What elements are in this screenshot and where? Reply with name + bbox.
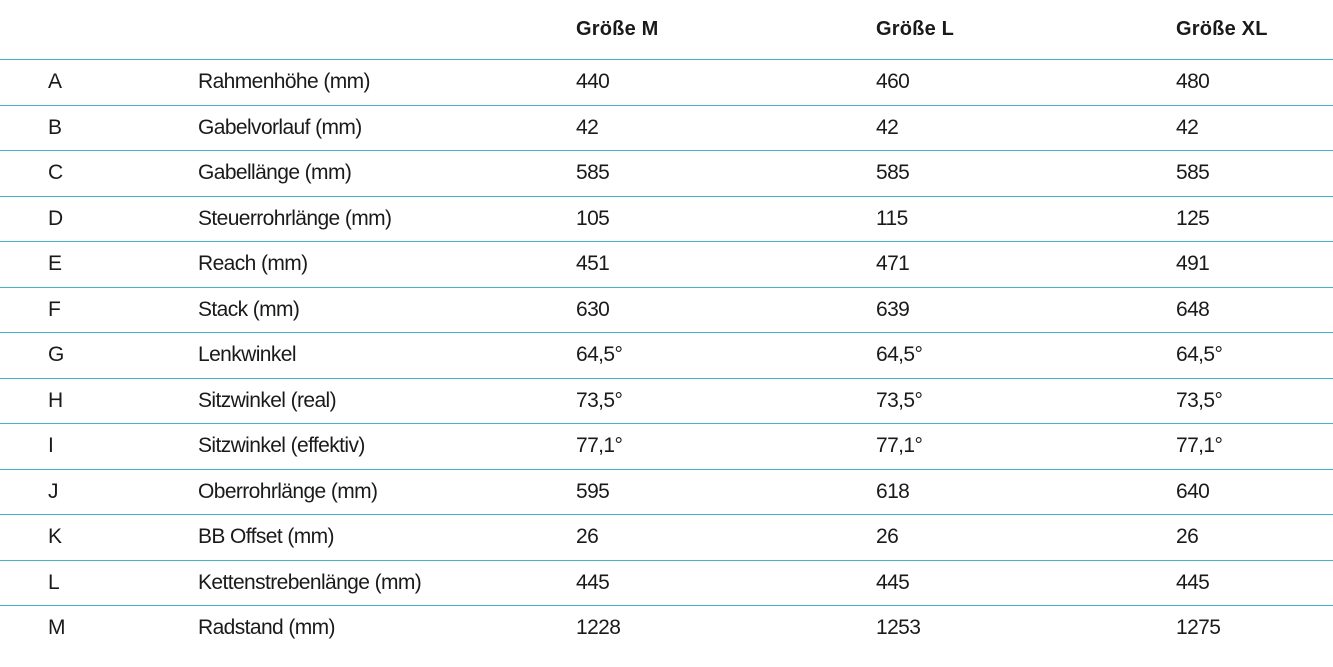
row-key-cell: B: [0, 105, 198, 151]
size-m-value: 77,1°: [576, 423, 876, 470]
table-row: A Rahmenhöhe (mm) 440 460 480: [0, 59, 1333, 106]
size-l-value: 445: [876, 560, 1176, 606]
size-m-value: 64,5°: [576, 332, 876, 379]
table-row: D Steuerrohrlänge (mm) 105 115 125: [0, 196, 1333, 242]
row-label-cell: BB Offset (mm): [198, 514, 576, 561]
size-xl-value: 491: [1176, 241, 1333, 288]
size-l-value: 64,5°: [876, 332, 1176, 379]
size-m-value: 73,5°: [576, 378, 876, 424]
size-xl-value: 64,5°: [1176, 332, 1333, 379]
size-l-value: 585: [876, 150, 1176, 197]
size-m-value: 445: [576, 560, 876, 606]
size-m-value: 630: [576, 287, 876, 333]
size-l-value: 639: [876, 287, 1176, 333]
row-key-cell: J: [0, 469, 198, 515]
size-xl-value: 585: [1176, 150, 1333, 197]
table-row: B Gabelvorlauf (mm) 42 42 42: [0, 105, 1333, 151]
table-row: M Radstand (mm) 1228 1253 1275: [0, 606, 1333, 651]
row-label-cell: Gabellänge (mm): [198, 150, 576, 197]
table-row: K BB Offset (mm) 26 26 26: [0, 514, 1333, 561]
row-key-cell: M: [48, 616, 66, 640]
size-m-value: 585: [576, 150, 876, 197]
table-row: H Sitzwinkel (real) 73,5° 73,5° 73,5°: [0, 378, 1333, 424]
table-row: I Sitzwinkel (effektiv) 77,1° 77,1° 77,1°: [0, 423, 1333, 470]
row-label-cell: Sitzwinkel (effektiv): [198, 423, 576, 470]
row-key-cell: I: [0, 423, 198, 470]
row-label-cell: Lenkwinkel: [198, 332, 576, 379]
size-l-value: 42: [876, 105, 1176, 151]
table-row: C Gabellänge (mm) 585 585 585: [0, 150, 1333, 197]
size-m-value: 451: [576, 241, 876, 288]
size-m-value: 595: [576, 469, 876, 515]
header-size-l: Größe L: [876, 0, 1176, 60]
size-xl-value: 480: [1176, 59, 1333, 106]
size-m-value: 105: [576, 196, 876, 242]
size-m-value: 1228: [576, 616, 621, 640]
table-row: E Reach (mm) 451 471 491: [0, 241, 1333, 288]
row-label-cell: Kettenstrebenlänge (mm): [198, 560, 576, 606]
size-l-value: 26: [876, 514, 1176, 561]
row-key-cell: K: [0, 514, 198, 561]
row-label-cell: Stack (mm): [198, 287, 576, 333]
row-key-cell: H: [0, 378, 198, 424]
row-label-cell: Sitzwinkel (real): [198, 378, 576, 424]
size-xl-value: 77,1°: [1176, 423, 1333, 470]
size-l-value: 460: [876, 59, 1176, 106]
row-key-cell: A: [0, 59, 198, 106]
row-key-cell: F: [0, 287, 198, 333]
size-xl-value: 640: [1176, 469, 1333, 515]
table-body: A Rahmenhöhe (mm) 440 460 480 B Gabelvorlauf (…: [0, 59, 1333, 651]
size-l-value: 77,1°: [876, 423, 1176, 470]
table-row: F Stack (mm) 630 639 648: [0, 287, 1333, 333]
table-row: G Lenkwinkel 64,5° 64,5° 64,5°: [0, 332, 1333, 379]
size-xl-value: 26: [1176, 514, 1333, 561]
header-size-xl: Größe XL: [1176, 0, 1333, 60]
size-xl-value: 42: [1176, 105, 1333, 151]
row-label-cell: Oberrohrlänge (mm): [198, 469, 576, 515]
size-xl-value: 73,5°: [1176, 378, 1333, 424]
size-l-value: 73,5°: [876, 378, 1176, 424]
row-label-cell: Radstand (mm): [198, 616, 336, 640]
size-xl-value: 648: [1176, 287, 1333, 333]
header-key-cell: [0, 0, 198, 60]
size-l-value: 115: [876, 196, 1176, 242]
row-key-cell: D: [0, 196, 198, 242]
size-xl-value: 1275: [1176, 616, 1221, 640]
row-key-cell: G: [0, 332, 198, 379]
row-label-cell: Steuerrohrlänge (mm): [198, 196, 576, 242]
size-l-value: 471: [876, 241, 1176, 288]
table-row: J Oberrohrlänge (mm) 595 618 640: [0, 469, 1333, 515]
size-m-value: 42: [576, 105, 876, 151]
row-label-cell: Gabelvorlauf (mm): [198, 105, 576, 151]
row-key-cell: C: [0, 150, 198, 197]
row-label-cell: Reach (mm): [198, 241, 576, 288]
header-size-m: Größe M: [576, 0, 876, 60]
row-label-cell: Rahmenhöhe (mm): [198, 59, 576, 106]
size-m-value: 440: [576, 59, 876, 106]
table-row: L Kettenstrebenlänge (mm) 445 445 445: [0, 560, 1333, 606]
size-m-value: 26: [576, 514, 876, 561]
header-label-cell: [198, 0, 576, 60]
size-xl-value: 445: [1176, 560, 1333, 606]
size-l-value: 618: [876, 469, 1176, 515]
row-key-cell: E: [0, 241, 198, 288]
table-header: Größe M Größe L Größe XL: [0, 0, 1333, 60]
size-l-value: 1253: [876, 616, 921, 640]
row-key-cell: L: [0, 560, 198, 606]
geometry-table: Größe M Größe L Größe XL A Rahmenhöhe (mm…: [0, 0, 1333, 651]
header-row: Größe M Größe L Größe XL: [0, 0, 1333, 60]
size-xl-value: 125: [1176, 196, 1333, 242]
